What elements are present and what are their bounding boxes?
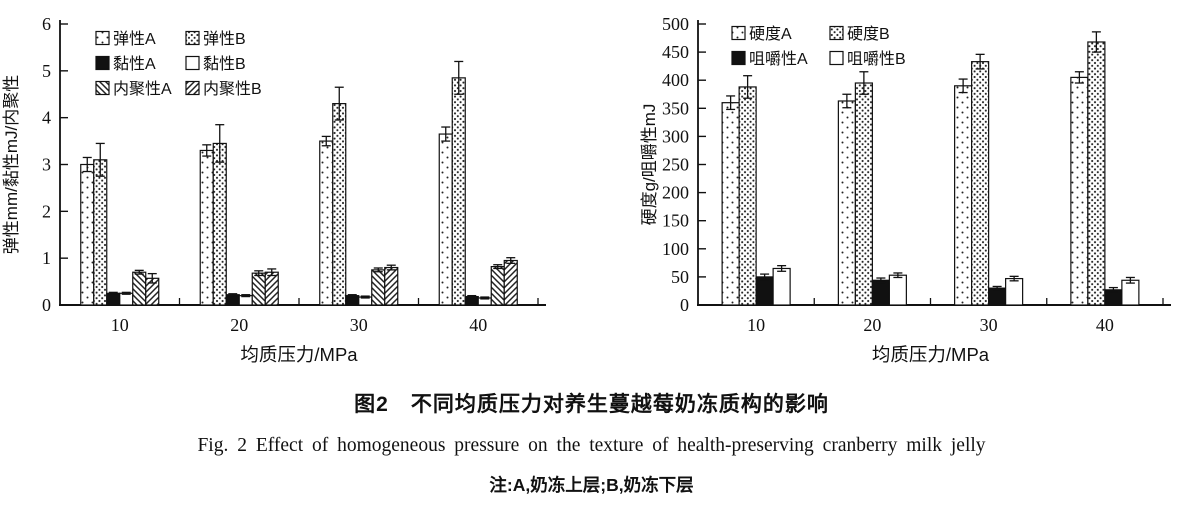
x-axis-title: 均质压力/MPa bbox=[872, 344, 990, 365]
bar-弹性A-40 bbox=[438, 133, 453, 306]
legend-swatch-咀嚼性A bbox=[731, 50, 746, 66]
y-tick-label: 200 bbox=[662, 183, 689, 203]
y-tick-label: 400 bbox=[662, 70, 689, 90]
figure-caption-chinese: 图2 不同均质压力对养生蔓越莓奶冻质构的影响 bbox=[354, 393, 829, 416]
plot-area: 0 1 2 3 4 5 6 弹性mm/黏性mJ/内聚性 10 20 30 40 均质压力/MPa bbox=[2, 14, 546, 365]
legend-label: 内聚性A bbox=[113, 80, 172, 98]
y-tick-label: 150 bbox=[662, 211, 689, 231]
bar-弹性B-40 bbox=[451, 77, 466, 306]
legend-swatch-硬度B bbox=[829, 25, 844, 41]
x-tick-label: 40 bbox=[1096, 315, 1114, 335]
bar-硬度A-30 bbox=[954, 85, 973, 306]
y-tick-label: 500 bbox=[662, 14, 689, 34]
legend-swatch-黏性B bbox=[185, 55, 200, 71]
y-axis-title: 硬度g/咀嚼性mJ bbox=[640, 104, 659, 226]
bar-内聚性A-10 bbox=[132, 271, 147, 306]
bar-黏性B-10 bbox=[119, 292, 134, 306]
y-tick-label: 450 bbox=[662, 42, 689, 62]
legend-label: 硬度A bbox=[749, 25, 792, 43]
legend-swatch-内聚性B bbox=[185, 80, 200, 96]
bar-内聚性B-30 bbox=[384, 266, 399, 306]
legend-label: 内聚性B bbox=[203, 80, 262, 98]
bar-硬度A-10 bbox=[721, 102, 740, 306]
bar-弹性B-30 bbox=[332, 103, 347, 306]
bar-弹性A-30 bbox=[319, 140, 334, 306]
legend-label: 弹性A bbox=[113, 30, 156, 48]
bar-内聚性B-20 bbox=[264, 271, 279, 306]
y-tick-label: 300 bbox=[662, 126, 689, 146]
legend-swatch-弹性A bbox=[95, 30, 110, 46]
bar-咀嚼性B-40 bbox=[1121, 279, 1140, 306]
hardness-chewiness-bar-chart: 0 50 100 150 200 250 300 350 400 450 500 硬度g/咀嚼性mJ 1… bbox=[640, 14, 1171, 365]
legend-swatch-弹性B bbox=[185, 30, 200, 46]
x-tick-label: 10 bbox=[111, 315, 129, 335]
y-tick-label: 4 bbox=[42, 108, 51, 128]
bar-硬度A-20 bbox=[837, 100, 856, 306]
legend: 弹性A 弹性B 黏性A 黏性B 内聚性A 内聚性B bbox=[95, 30, 262, 98]
legend-swatch-咀嚼性B bbox=[829, 50, 844, 66]
bar-弹性A-20 bbox=[199, 149, 214, 306]
bar-咀嚼性B-30 bbox=[1005, 277, 1024, 306]
bar-咀嚼性A-10 bbox=[755, 276, 774, 306]
bar-弹性B-10 bbox=[93, 159, 108, 306]
bar-弹性B-20 bbox=[212, 142, 227, 306]
x-tick-label: 10 bbox=[747, 315, 765, 335]
bar-弹性A-10 bbox=[80, 163, 95, 306]
y-tick-label: 0 bbox=[680, 295, 689, 315]
x-tick-label: 20 bbox=[230, 315, 248, 335]
legend-label: 咀嚼性A bbox=[749, 50, 808, 68]
y-tick-label: 3 bbox=[42, 155, 51, 175]
legend-swatch-硬度A bbox=[731, 25, 746, 41]
x-tick-label: 20 bbox=[863, 315, 881, 335]
figure-note: 注:A,奶冻上层;B,奶冻下层 bbox=[489, 475, 694, 495]
bar-咀嚼性B-10 bbox=[772, 267, 791, 306]
y-tick-label: 250 bbox=[662, 155, 689, 175]
y-tick-label: 2 bbox=[42, 201, 51, 221]
bar-硬度A-40 bbox=[1070, 76, 1089, 306]
y-tick-label: 100 bbox=[662, 239, 689, 259]
bar-硬度B-20 bbox=[854, 82, 873, 306]
y-axis-title: 弹性mm/黏性mJ/内聚性 bbox=[2, 75, 21, 254]
bar-内聚性A-20 bbox=[251, 272, 266, 306]
bar-黏性A-10 bbox=[106, 292, 121, 306]
x-tick-label: 40 bbox=[469, 315, 487, 335]
y-tick-label: 1 bbox=[42, 248, 51, 268]
y-tick-label: 0 bbox=[42, 295, 51, 315]
x-axis-title: 均质压力/MPa bbox=[240, 344, 358, 365]
bar-咀嚼性A-20 bbox=[871, 279, 890, 306]
bar-内聚性A-40 bbox=[490, 265, 505, 306]
legend-swatch-内聚性A bbox=[95, 80, 110, 96]
bar-咀嚼性B-20 bbox=[888, 274, 907, 306]
legend: 硬度A 硬度B 咀嚼性A 咀嚼性B bbox=[731, 25, 906, 68]
plot-area: 0 50 100 150 200 250 300 350 400 450 500 硬度g/咀嚼性mJ 1… bbox=[640, 14, 1171, 365]
y-tick-label: 6 bbox=[42, 14, 51, 34]
bar-硬度B-40 bbox=[1087, 41, 1106, 306]
legend-label: 咀嚼性B bbox=[847, 50, 906, 68]
legend-label: 黏性B bbox=[203, 55, 246, 73]
bar-硬度B-30 bbox=[971, 61, 990, 306]
bar-内聚性B-40 bbox=[503, 259, 518, 306]
bar-咀嚼性A-30 bbox=[988, 287, 1007, 306]
figure-caption-english: Fig. 2 Effect of homogeneous pressure on… bbox=[197, 435, 986, 456]
legend-label: 弹性B bbox=[203, 30, 246, 48]
legend-label: 硬度B bbox=[847, 25, 890, 43]
y-tick-label: 50 bbox=[671, 267, 689, 287]
bar-硬度B-10 bbox=[738, 86, 757, 306]
y-tick-label: 5 bbox=[42, 61, 51, 81]
bar-内聚性A-30 bbox=[371, 269, 386, 306]
legend-label: 黏性A bbox=[113, 55, 156, 73]
charts-row: 0 1 2 3 4 5 6 弹性mm/黏性mJ/内聚性 10 20 30 40 均质压力/MPa 弹性A 弹… bbox=[2, 14, 1171, 365]
legend-swatch-黏性A bbox=[95, 55, 110, 71]
x-tick-label: 30 bbox=[350, 315, 368, 335]
y-tick-label: 350 bbox=[662, 98, 689, 118]
x-tick-label: 30 bbox=[980, 315, 998, 335]
